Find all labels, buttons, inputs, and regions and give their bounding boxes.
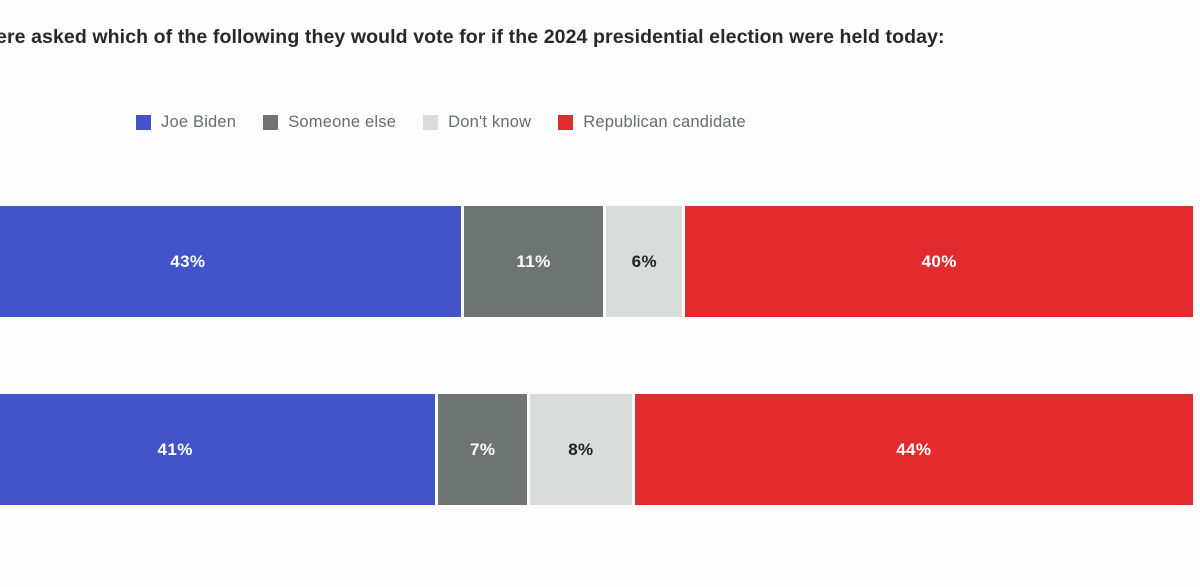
legend-label: Republican candidate [583, 113, 746, 131]
bar-value-label: 40% [921, 251, 957, 271]
bar-value-label: 7% [470, 439, 496, 459]
legend-swatch-icon [423, 115, 439, 130]
bar-value-label: 6% [631, 251, 658, 271]
bar-value-label: 8% [568, 439, 594, 459]
legend-item-don-t-know: Don't know [423, 113, 531, 132]
bar-segment-don-t-know: 8% [530, 394, 632, 505]
bar-row: 43% 11% 6% 40% [0, 206, 1193, 317]
legend-item-someone-else: Someone else [263, 113, 396, 132]
bar-segment-someone-else: 7% [438, 394, 528, 505]
bar-row: 41% 7% 8% 44% [0, 394, 1193, 505]
legend-swatch-icon [263, 115, 279, 130]
legend-swatch-icon [558, 115, 574, 130]
bar-segment-joe-biden: 41% [0, 394, 436, 505]
legend: Joe Biden Someone else Don't know Republica… [136, 113, 746, 132]
chart-title: ere asked which of the following they wo… [0, 26, 945, 48]
legend-item-joe-biden: Joe Biden [136, 113, 236, 132]
legend-item-republican-candidate: Republican candidate [558, 113, 746, 132]
bar-value-label: 41% [157, 439, 193, 459]
bar-value-label: 11% [516, 251, 551, 271]
bar-value-label: 44% [896, 439, 932, 459]
bar-segment-republican-candidate: 40% [685, 206, 1193, 317]
bar-value-label: 43% [170, 251, 206, 271]
legend-label: Don't know [448, 113, 532, 131]
legend-label: Joe Biden [161, 113, 237, 131]
bar-segment-don-t-know: 6% [606, 206, 683, 317]
legend-swatch-icon [136, 115, 151, 130]
bar-segment-republican-candidate: 44% [634, 394, 1193, 505]
bar-segment-someone-else: 11% [463, 206, 604, 317]
legend-label: Someone else [288, 113, 397, 131]
bar-segment-joe-biden: 43% [0, 206, 461, 317]
